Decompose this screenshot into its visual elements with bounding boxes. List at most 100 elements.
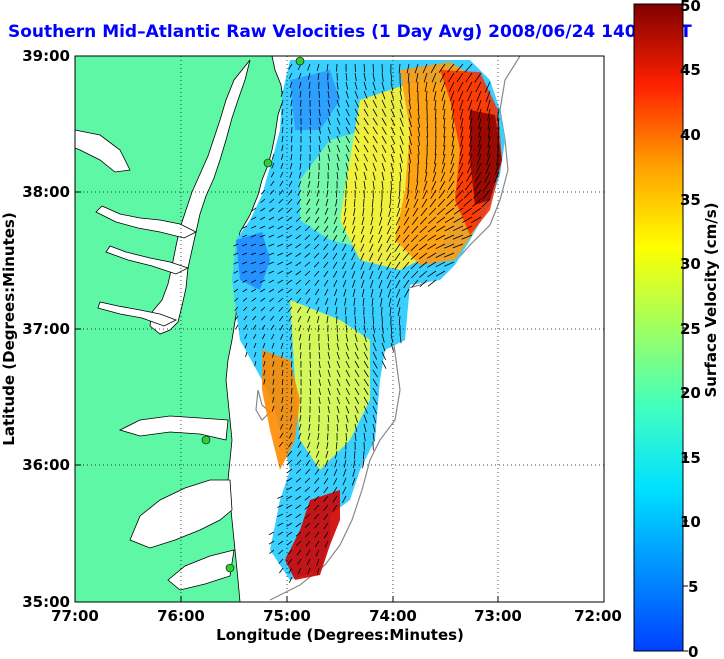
colorbar-ticks xyxy=(683,4,688,652)
velocity-vector xyxy=(295,468,302,474)
velocity-vector xyxy=(444,243,455,249)
velocity-vector xyxy=(399,90,403,101)
velocity-vector xyxy=(482,189,491,200)
velocity-vector xyxy=(345,333,349,342)
velocity-vector xyxy=(323,279,329,287)
velocity-vector xyxy=(336,144,341,153)
velocity-vector xyxy=(281,144,284,152)
velocity-vector xyxy=(309,387,312,395)
velocity-vector xyxy=(372,333,376,343)
velocity-vector xyxy=(288,576,293,583)
velocity-vector xyxy=(295,252,302,258)
velocity-vector xyxy=(253,351,257,358)
x-tick-label: 77:00 xyxy=(51,607,99,625)
velocity-vector xyxy=(327,108,331,117)
velocity-vector xyxy=(263,360,266,367)
velocity-vector xyxy=(442,153,446,165)
velocity-vector xyxy=(286,531,293,537)
velocity-vector xyxy=(351,225,356,234)
velocity-vector xyxy=(343,288,347,297)
velocity-vector xyxy=(419,225,428,233)
velocity-vector xyxy=(387,288,392,298)
velocity-vector xyxy=(469,126,473,138)
velocity-vector xyxy=(395,288,401,298)
velocity-vector xyxy=(272,387,275,394)
velocity-vector xyxy=(288,441,293,448)
velocity-vector xyxy=(487,144,491,157)
velocity-vector xyxy=(323,486,329,494)
velocity-vector xyxy=(430,189,437,199)
velocity-vector xyxy=(363,63,366,73)
velocity-vector xyxy=(277,234,284,239)
velocity-vector xyxy=(363,351,369,360)
velocity-vector xyxy=(342,261,347,270)
velocity-vector xyxy=(363,180,366,190)
velocity-vector xyxy=(345,180,348,189)
velocity-vector xyxy=(459,144,464,156)
velocity-vector xyxy=(245,351,248,358)
velocity-vector xyxy=(345,432,347,441)
velocity-vector xyxy=(268,234,275,238)
velocity-vector xyxy=(372,117,378,126)
velocity-vector xyxy=(279,315,284,322)
velocity-vector xyxy=(253,333,257,339)
velocity-vector xyxy=(342,477,347,486)
velocity-vector xyxy=(474,180,482,191)
velocity-vector xyxy=(432,171,437,182)
velocity-vector xyxy=(435,234,446,241)
velocity-vector xyxy=(314,531,320,538)
velocity-vector xyxy=(313,252,320,259)
velocity-vector xyxy=(417,99,420,110)
velocity-vector xyxy=(415,180,419,191)
velocity-vector xyxy=(345,81,349,90)
y-tick-label: 37:00 xyxy=(22,320,70,338)
velocity-vector xyxy=(361,216,365,226)
colorbar xyxy=(633,3,684,652)
velocity-vector xyxy=(445,207,455,215)
velocity-vector xyxy=(290,396,293,404)
velocity-vector xyxy=(318,351,321,360)
velocity-vector xyxy=(390,72,393,82)
velocity-vector xyxy=(297,567,302,575)
velocity-vector xyxy=(472,198,482,207)
velocity-vector xyxy=(363,198,365,208)
velocity-vector xyxy=(370,288,374,298)
velocity-vector xyxy=(295,504,302,510)
velocity-vector xyxy=(313,504,320,511)
velocity-vector xyxy=(455,63,464,73)
velocity-vector xyxy=(448,171,455,182)
velocity-vector xyxy=(298,180,302,188)
velocity-vector xyxy=(287,558,293,565)
velocity-vector xyxy=(363,99,369,108)
velocity-vector xyxy=(469,117,473,129)
velocity-vector xyxy=(360,252,365,261)
velocity-vector xyxy=(402,261,410,270)
velocity-vector xyxy=(270,180,275,187)
velocity-vector xyxy=(354,369,360,378)
velocity-vector xyxy=(278,297,284,303)
velocity-vector xyxy=(314,522,320,529)
velocity-vector xyxy=(433,162,437,173)
velocity-vector xyxy=(371,207,374,217)
velocity-vector xyxy=(295,513,302,519)
velocity-vector xyxy=(305,468,311,475)
velocity-vector xyxy=(456,180,464,191)
velocity-vector xyxy=(487,126,491,139)
velocity-vector xyxy=(496,144,500,157)
velocity-vector xyxy=(461,225,473,232)
velocity-vector xyxy=(277,531,284,536)
velocity-vector xyxy=(287,297,293,303)
velocity-vector xyxy=(477,144,482,157)
velocity-vector xyxy=(457,171,464,182)
velocity-vector xyxy=(291,378,293,386)
velocity-vector xyxy=(363,360,369,369)
velocity-vector xyxy=(390,333,394,343)
velocity-vector xyxy=(290,144,293,152)
velocity-vector xyxy=(295,270,302,276)
velocity-vector xyxy=(300,351,302,359)
velocity-vector xyxy=(426,126,429,137)
velocity-vector xyxy=(286,243,293,248)
velocity-vector xyxy=(369,243,374,252)
velocity-vector xyxy=(345,99,350,108)
velocity-vector xyxy=(402,243,410,252)
